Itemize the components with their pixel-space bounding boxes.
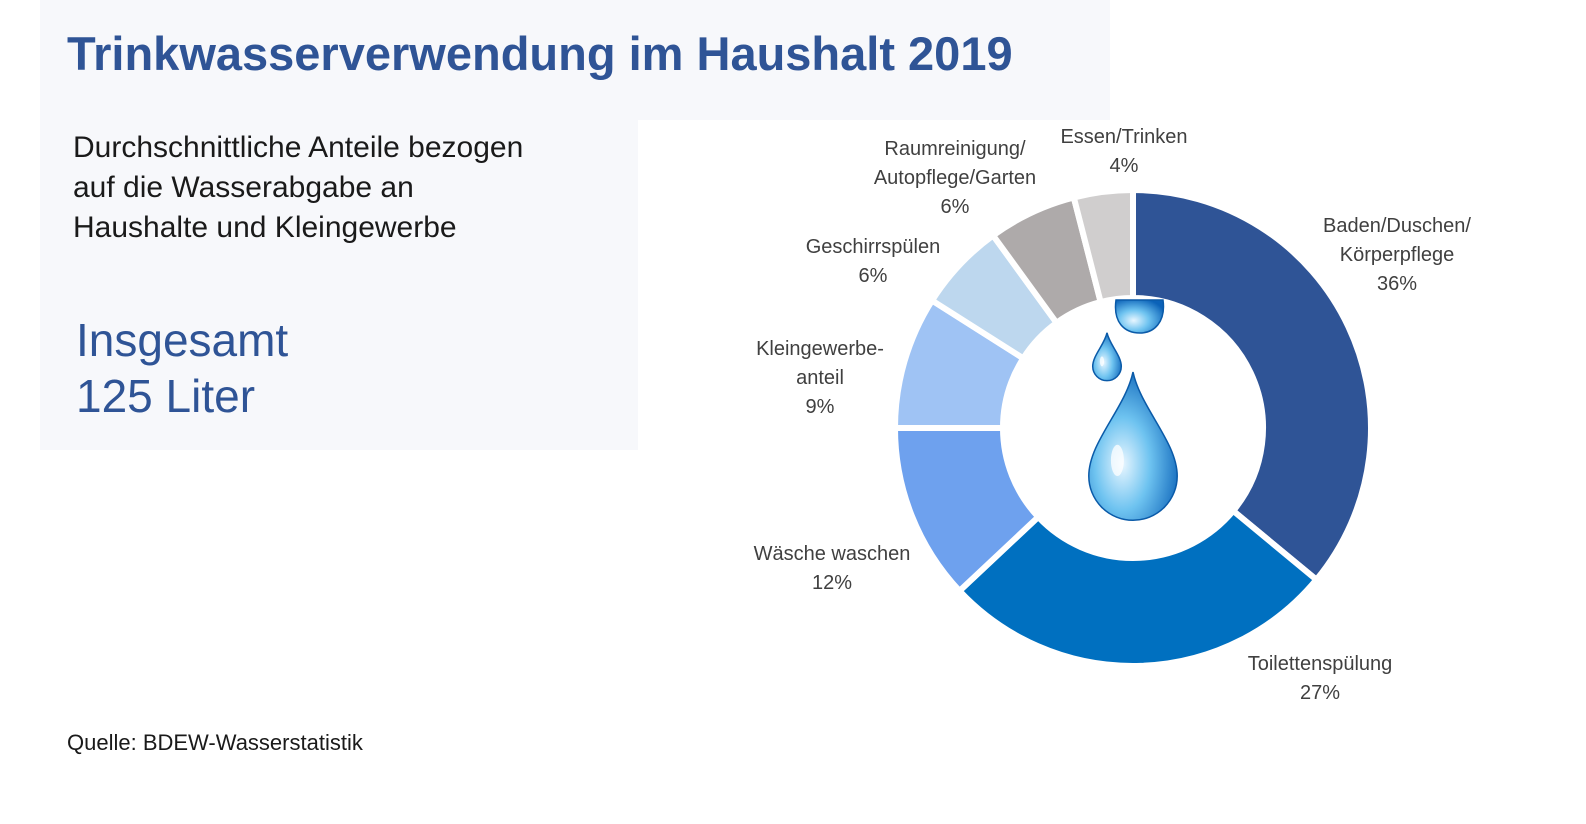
segment-name-label: Körperpflege xyxy=(1340,244,1455,266)
segment-name-label: anteil xyxy=(796,367,844,389)
total-volume: Insgesamt 125 Liter xyxy=(76,312,288,424)
segment-label: Raumreinigung/Autopflege/Garten 6% xyxy=(874,138,1036,218)
segment-value-label: 12% xyxy=(812,572,852,594)
segment-value-label: 4% xyxy=(1110,155,1139,177)
total-value: 125 Liter xyxy=(76,370,256,422)
segment-value-label: 6% xyxy=(941,196,970,218)
source-note: Quelle: BDEW-Wasserstatistik xyxy=(67,730,363,755)
info-panel xyxy=(40,120,638,450)
page-title: Trinkwasserverwendung im Haushalt 2019 xyxy=(67,27,1013,80)
segment-name-label: Wäsche waschen xyxy=(754,543,911,565)
water-drop-icon xyxy=(1088,299,1178,521)
segment-value-label: 9% xyxy=(806,396,835,418)
water-drop-shape xyxy=(1088,371,1178,521)
segment-name-label: Toilettenspülung xyxy=(1248,653,1393,675)
segment-label: Wäsche waschen 12% xyxy=(754,543,911,594)
segment-label: Toilettenspülung 27% xyxy=(1248,653,1393,704)
water-drop-shape xyxy=(1091,332,1123,382)
subtitle-line: auf die Wasserabgabe an xyxy=(73,171,414,204)
segment-label: Kleingewerbe-anteil 9% xyxy=(756,338,884,418)
segment-name-label: Geschirrspülen xyxy=(806,236,941,258)
subtitle-line: Haushalte und Kleingewerbe xyxy=(73,211,457,244)
segment-name-label: Raumreinigung/ xyxy=(884,138,1026,160)
segment-name-label: Essen/Trinken xyxy=(1060,126,1187,148)
total-label: Insgesamt xyxy=(76,314,289,366)
subtitle: Durchschnittliche Anteile bezogen auf di… xyxy=(73,128,613,248)
segment-name-label: Kleingewerbe- xyxy=(756,338,884,360)
segment-value-label: 6% xyxy=(859,265,888,287)
segment-label: Geschirrspülen 6% xyxy=(806,236,941,287)
water-drop-shape xyxy=(1114,299,1165,334)
segment-value-label: 27% xyxy=(1300,682,1340,704)
segment-value-label: 36% xyxy=(1377,273,1417,295)
water-drop-highlight xyxy=(1099,356,1105,367)
donut-segment xyxy=(955,506,1321,669)
donut-segment xyxy=(1070,186,1136,306)
header-panel xyxy=(40,0,1110,120)
segment-name-label: Autopflege/Garten xyxy=(874,167,1036,189)
segment-label: Baden/Duschen/Körperpflege 36% xyxy=(1323,215,1471,295)
water-drop-highlight xyxy=(1110,444,1124,476)
subtitle-line: Durchschnittliche Anteile bezogen xyxy=(73,131,524,164)
segment-name-label: Baden/Duschen/ xyxy=(1323,215,1471,237)
donut-segment xyxy=(1130,186,1374,584)
segment-label: Essen/Trinken 4% xyxy=(1060,126,1187,177)
